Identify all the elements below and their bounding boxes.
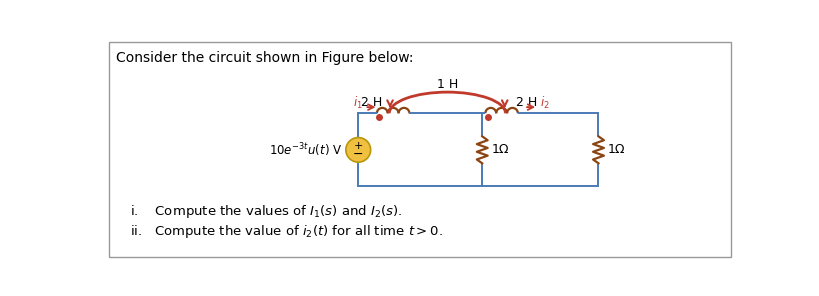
- Text: $10e^{-3t}u(t)$ V: $10e^{-3t}u(t)$ V: [269, 141, 342, 159]
- Text: 1Ω: 1Ω: [491, 143, 509, 156]
- Circle shape: [346, 138, 370, 162]
- Text: $i_2$: $i_2$: [539, 94, 549, 111]
- Text: +: +: [353, 141, 363, 151]
- Text: 1 H: 1 H: [437, 78, 458, 91]
- Text: ii.   Compute the value of $i_2(t)$ for all time $t > 0$.: ii. Compute the value of $i_2(t)$ for al…: [129, 223, 442, 239]
- Text: −: −: [352, 148, 363, 161]
- Text: 1Ω: 1Ω: [607, 143, 625, 156]
- Text: i.    Compute the values of $I_1(s)$ and $I_2(s)$.: i. Compute the values of $I_1(s)$ and $I…: [129, 203, 401, 220]
- Text: 2 H: 2 H: [515, 96, 536, 109]
- Text: 2 H: 2 H: [360, 96, 382, 109]
- Text: $i_1$: $i_1$: [353, 94, 363, 111]
- FancyBboxPatch shape: [109, 42, 730, 257]
- Text: Consider the circuit shown in Figure below:: Consider the circuit shown in Figure bel…: [116, 51, 414, 65]
